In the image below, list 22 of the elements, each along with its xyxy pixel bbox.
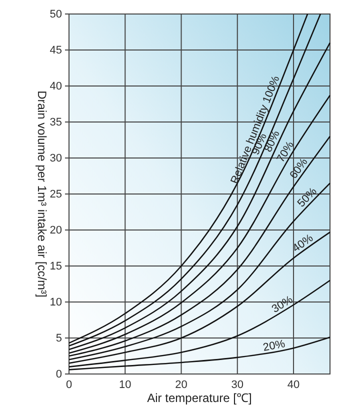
x-tick-label: 30	[231, 378, 244, 391]
y-tick-label: 50	[50, 8, 62, 21]
y-axis-title: Drain volume per 1m³ intake air [cc/m³]	[35, 90, 49, 298]
x-axis-title: Air temperature [℃]	[147, 391, 252, 405]
x-tick-label: 20	[175, 378, 188, 391]
y-tick-label: 25	[50, 188, 62, 201]
x-tick-label: 10	[119, 378, 132, 391]
y-tick-label: 10	[50, 296, 62, 309]
y-tick-label: 45	[50, 44, 62, 57]
y-tick-label: 35	[50, 116, 62, 129]
text: 40%	[290, 232, 316, 255]
text: 30%	[270, 294, 296, 316]
x-tick-label: 0	[66, 378, 72, 391]
text: 20%	[262, 338, 286, 354]
y-tick-label: 0	[56, 368, 62, 381]
y-tick-label: 40	[50, 80, 62, 93]
y-tick-label: 30	[50, 152, 62, 165]
text: 50%	[295, 185, 320, 210]
y-tick-label: 5	[56, 332, 62, 345]
y-tick-label: 20	[50, 224, 62, 237]
x-tick-label: 40	[287, 378, 300, 391]
y-tick-label: 15	[50, 260, 62, 273]
